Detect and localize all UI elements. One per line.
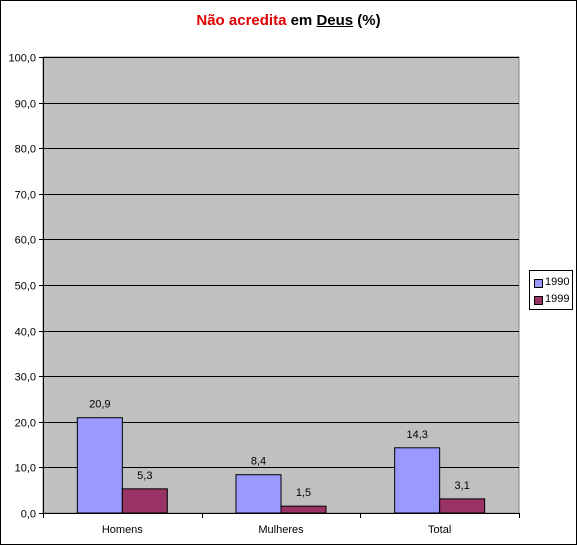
chart-title-part-2: em <box>286 12 317 29</box>
data-label: 14,3 <box>406 429 427 441</box>
legend-swatch-1999 <box>534 296 543 305</box>
y-tick-label: 90,0 <box>15 99 36 111</box>
y-tick-label: 100,0 <box>8 53 36 65</box>
chart-title-part-3: Deus <box>316 12 354 29</box>
chart-title-part-4: (%) <box>353 12 381 29</box>
y-tick-label: 0,0 <box>21 509 36 521</box>
bar-1999-homens <box>121 488 168 514</box>
bar-1990-mulheres <box>235 474 282 514</box>
x-category-label: Homens <box>102 524 143 536</box>
chart-title-part-1: Não acredita <box>196 12 287 29</box>
legend-label-1990: 1990 <box>545 276 570 288</box>
x-category-label: Total <box>428 524 451 536</box>
y-tick-label: 20,0 <box>15 418 36 430</box>
data-label: 20,9 <box>89 399 110 411</box>
x-category-label: Mulheres <box>258 524 304 536</box>
data-label: 3,1 <box>455 480 470 492</box>
data-label: 5,3 <box>137 470 152 482</box>
y-tick-label: 30,0 <box>15 372 36 384</box>
legend-label-1999: 1999 <box>545 293 570 305</box>
chart-title: Não acredita em Deus (%) <box>0 12 577 29</box>
y-tick-label: 50,0 <box>15 281 36 293</box>
y-tick-label: 60,0 <box>15 235 36 247</box>
y-tick-label: 10,0 <box>15 463 36 475</box>
legend-swatch-1990 <box>534 279 543 288</box>
y-tick-label: 70,0 <box>15 190 36 202</box>
legend: 1990 1999 <box>529 270 573 310</box>
y-tick-label: 40,0 <box>15 327 36 339</box>
data-label: 8,4 <box>251 456 266 468</box>
bar-1999-mulheres <box>280 505 327 514</box>
bar-1999-total <box>439 498 486 514</box>
data-label: 1,5 <box>296 487 311 499</box>
bar-1990-total <box>394 447 441 514</box>
bar-1990-homens <box>76 417 123 514</box>
y-tick-label: 80,0 <box>15 144 36 156</box>
